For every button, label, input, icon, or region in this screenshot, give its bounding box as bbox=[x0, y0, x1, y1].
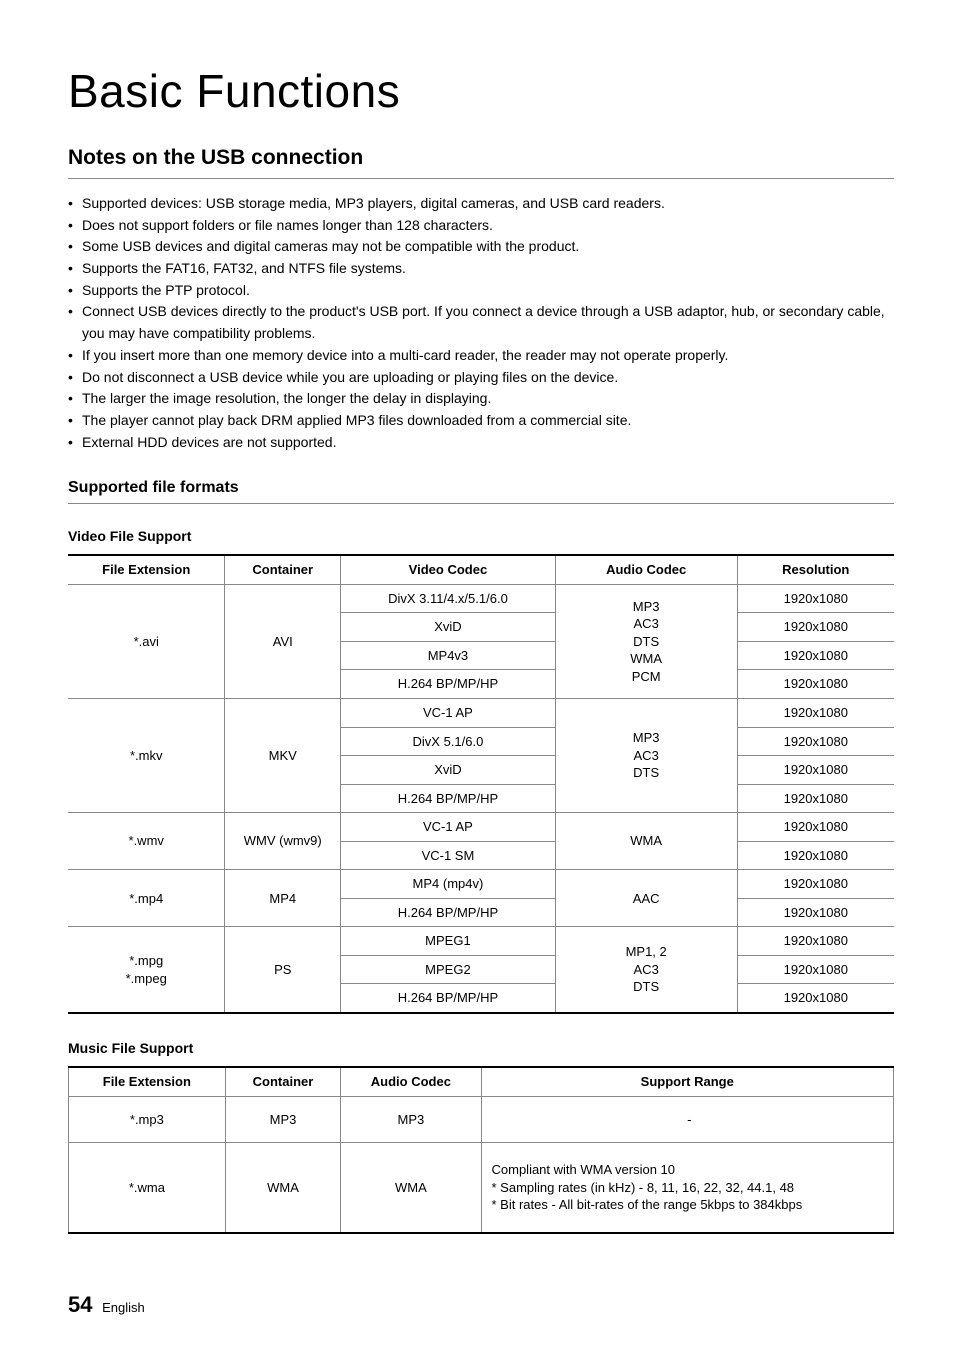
cell-video-codec: MP4 (mp4v) bbox=[341, 870, 556, 899]
cell-aud: MP3 bbox=[341, 1096, 481, 1143]
cell-video-codec: H.264 BP/MP/HP bbox=[341, 898, 556, 927]
cell-container: PS bbox=[225, 927, 341, 1013]
cell-resolution: 1920x1080 bbox=[737, 955, 894, 984]
cell-video-codec: XviD bbox=[341, 613, 556, 642]
note-item: Connect USB devices directly to the prod… bbox=[68, 301, 894, 344]
note-item: Some USB devices and digital cameras may… bbox=[68, 236, 894, 258]
cell-ext: *.mp4 bbox=[68, 870, 225, 927]
page-lang: English bbox=[102, 1300, 145, 1315]
note-item: If you insert more than one memory devic… bbox=[68, 345, 894, 367]
cell-resolution: 1920x1080 bbox=[737, 584, 894, 613]
cell-video-codec: H.264 BP/MP/HP bbox=[341, 784, 556, 813]
cell-cont: MP3 bbox=[225, 1096, 341, 1143]
note-item: Supports the PTP protocol. bbox=[68, 280, 894, 302]
cell-video-codec: DivX 5.1/6.0 bbox=[341, 727, 556, 756]
table-header: File Extension bbox=[69, 1067, 226, 1096]
table-header: Audio Codec bbox=[341, 1067, 481, 1096]
cell-resolution: 1920x1080 bbox=[737, 698, 894, 727]
cell-audio-codec: WMA bbox=[555, 813, 737, 870]
cell-container: MKV bbox=[225, 698, 341, 812]
sub-title: Supported file formats bbox=[68, 479, 894, 504]
page-footer: 54 English bbox=[68, 1292, 145, 1318]
table-header: Video Codec bbox=[341, 555, 556, 584]
cell-video-codec: XviD bbox=[341, 756, 556, 785]
cell-resolution: 1920x1080 bbox=[737, 870, 894, 899]
cell-resolution: 1920x1080 bbox=[737, 927, 894, 956]
cell-resolution: 1920x1080 bbox=[737, 756, 894, 785]
cell-ext: *.wmv bbox=[68, 813, 225, 870]
video-table-title: Video File Support bbox=[68, 528, 894, 544]
cell-support: - bbox=[481, 1096, 894, 1143]
note-item: Do not disconnect a USB device while you… bbox=[68, 367, 894, 389]
note-item: The larger the image resolution, the lon… bbox=[68, 388, 894, 410]
note-item: The player cannot play back DRM applied … bbox=[68, 410, 894, 432]
cell-video-codec: MPEG1 bbox=[341, 927, 556, 956]
cell-video-codec: MPEG2 bbox=[341, 955, 556, 984]
cell-resolution: 1920x1080 bbox=[737, 841, 894, 870]
cell-video-codec: VC-1 AP bbox=[341, 813, 556, 842]
cell-resolution: 1920x1080 bbox=[737, 784, 894, 813]
cell-audio-codec: MP3AC3DTSWMAPCM bbox=[555, 584, 737, 698]
cell-video-codec: VC-1 SM bbox=[341, 841, 556, 870]
note-item: Does not support folders or file names l… bbox=[68, 215, 894, 237]
table-header: Container bbox=[225, 555, 341, 584]
music-table: File ExtensionContainerAudio CodecSuppor… bbox=[68, 1066, 894, 1234]
cell-container: AVI bbox=[225, 584, 341, 698]
cell-resolution: 1920x1080 bbox=[737, 813, 894, 842]
table-header: File Extension bbox=[68, 555, 225, 584]
table-header: Container bbox=[225, 1067, 341, 1096]
cell-resolution: 1920x1080 bbox=[737, 641, 894, 670]
cell-audio-codec: MP1, 2AC3DTS bbox=[555, 927, 737, 1013]
cell-aud: WMA bbox=[341, 1143, 481, 1233]
cell-container: MP4 bbox=[225, 870, 341, 927]
cell-video-codec: VC-1 AP bbox=[341, 698, 556, 727]
note-item: External HDD devices are not supported. bbox=[68, 432, 894, 454]
section-title: Notes on the USB connection bbox=[68, 146, 894, 179]
cell-ext: *.avi bbox=[68, 584, 225, 698]
cell-cont: WMA bbox=[225, 1143, 341, 1233]
cell-video-codec: DivX 3.11/4.x/5.1/6.0 bbox=[341, 584, 556, 613]
note-item: Supported devices: USB storage media, MP… bbox=[68, 193, 894, 215]
cell-ext: *.wma bbox=[69, 1143, 226, 1233]
cell-support: Compliant with WMA version 10* Sampling … bbox=[481, 1143, 894, 1233]
cell-resolution: 1920x1080 bbox=[737, 613, 894, 642]
cell-resolution: 1920x1080 bbox=[737, 670, 894, 699]
cell-container: WMV (wmv9) bbox=[225, 813, 341, 870]
table-header: Support Range bbox=[481, 1067, 894, 1096]
table-header: Audio Codec bbox=[555, 555, 737, 584]
cell-video-codec: MP4v3 bbox=[341, 641, 556, 670]
cell-audio-codec: AAC bbox=[555, 870, 737, 927]
table-header: Resolution bbox=[737, 555, 894, 584]
notes-list: Supported devices: USB storage media, MP… bbox=[68, 193, 894, 453]
cell-audio-codec: MP3AC3DTS bbox=[555, 698, 737, 812]
cell-video-codec: H.264 BP/MP/HP bbox=[341, 670, 556, 699]
cell-resolution: 1920x1080 bbox=[737, 727, 894, 756]
cell-video-codec: H.264 BP/MP/HP bbox=[341, 984, 556, 1013]
cell-ext: *.mpg*.mpeg bbox=[68, 927, 225, 1013]
cell-ext: *.mp3 bbox=[69, 1096, 226, 1143]
page-number: 54 bbox=[68, 1292, 92, 1317]
page-title: Basic Functions bbox=[68, 64, 894, 118]
cell-resolution: 1920x1080 bbox=[737, 984, 894, 1013]
video-table: File ExtensionContainerVideo CodecAudio … bbox=[68, 554, 894, 1014]
cell-ext: *.mkv bbox=[68, 698, 225, 812]
note-item: Supports the FAT16, FAT32, and NTFS file… bbox=[68, 258, 894, 280]
cell-resolution: 1920x1080 bbox=[737, 898, 894, 927]
music-table-title: Music File Support bbox=[68, 1040, 894, 1056]
